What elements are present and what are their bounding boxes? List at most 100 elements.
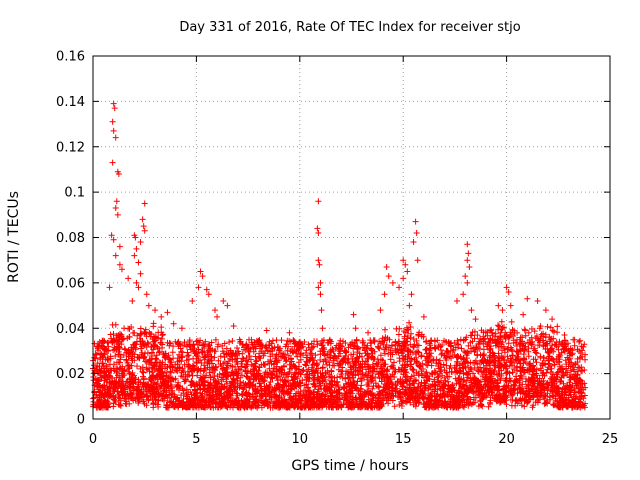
data-point <box>520 311 527 318</box>
data-point <box>460 291 467 298</box>
data-point <box>462 273 469 280</box>
data-point <box>437 343 444 350</box>
data-point <box>315 257 322 264</box>
y-tick-label: 0.14 <box>56 95 85 110</box>
data-point <box>495 302 502 309</box>
data-point <box>224 302 231 309</box>
x-tick-label: 10 <box>292 432 309 447</box>
data-point <box>315 229 322 236</box>
data-points <box>106 100 582 354</box>
data-point <box>230 322 237 329</box>
data-point <box>143 291 150 298</box>
baseline-noise-band <box>90 318 589 411</box>
baseline-noise-crosses <box>90 318 589 411</box>
data-point <box>135 259 142 266</box>
data-point <box>110 236 117 243</box>
y-tick-label: 0.08 <box>56 231 85 246</box>
data-point <box>314 225 321 232</box>
data-point <box>465 250 472 257</box>
data-point <box>203 286 210 293</box>
data-point <box>489 329 496 336</box>
y-axis-label: ROTI / TECUs <box>6 191 22 283</box>
data-point <box>140 223 147 230</box>
data-point <box>129 298 136 305</box>
data-point <box>507 302 514 309</box>
data-point <box>164 309 171 316</box>
data-point <box>113 198 120 205</box>
data-point <box>110 100 117 107</box>
data-point <box>453 298 460 305</box>
data-point <box>108 232 115 239</box>
data-point <box>131 252 138 259</box>
data-point <box>115 170 122 177</box>
y-tick-label: 0 <box>77 413 85 428</box>
y-tick-labels: 0 0.02 0.04 0.06 0.08 0.1 0.12 0.14 0.16 <box>56 50 85 428</box>
data-point <box>133 279 140 286</box>
data-point <box>125 275 132 282</box>
data-point <box>109 118 116 125</box>
data-point <box>575 338 582 345</box>
data-point <box>561 332 568 339</box>
data-point <box>111 105 118 112</box>
tick-marks <box>92 55 611 420</box>
data-point <box>414 257 421 264</box>
data-point <box>466 263 473 270</box>
data-point <box>499 307 506 314</box>
y-tick-label: 0.16 <box>56 50 85 65</box>
x-tick-labels: 0 5 10 15 20 25 <box>89 432 618 447</box>
data-point <box>383 263 390 270</box>
data-point <box>400 257 407 264</box>
x-tick-label: 0 <box>89 432 97 447</box>
x-tick-label: 15 <box>395 432 412 447</box>
data-point <box>402 261 409 268</box>
data-point <box>112 134 119 141</box>
data-point <box>315 284 322 291</box>
data-point <box>205 291 212 298</box>
data-point <box>472 316 479 323</box>
data-point <box>178 325 185 332</box>
data-point <box>263 327 270 334</box>
data-point <box>317 279 324 286</box>
y-tick-label: 0.06 <box>56 276 85 291</box>
data-point <box>137 270 144 277</box>
data-point <box>118 266 125 273</box>
data-point <box>318 307 325 314</box>
data-point <box>381 291 388 298</box>
data-point <box>152 307 159 314</box>
data-point <box>524 295 531 302</box>
data-point <box>139 216 146 223</box>
x-tick-label: 20 <box>498 432 515 447</box>
data-point <box>114 211 121 218</box>
data-point <box>141 227 148 234</box>
data-point <box>449 347 456 354</box>
y-tick-label: 0.02 <box>56 367 85 382</box>
data-point <box>464 241 471 248</box>
data-point <box>112 252 119 259</box>
data-point <box>132 234 139 241</box>
data-point <box>195 284 202 291</box>
y-tick-label: 0.1 <box>64 186 85 201</box>
data-point <box>109 159 116 166</box>
data-point <box>400 275 407 282</box>
data-point <box>170 320 177 327</box>
x-axis-label: GPS time / hours <box>291 458 408 474</box>
data-point <box>116 261 123 268</box>
data-point <box>534 298 541 305</box>
data-point <box>410 239 417 246</box>
data-point <box>133 245 140 252</box>
data-point <box>468 307 475 314</box>
data-point <box>317 291 324 298</box>
y-tick-label: 0.04 <box>56 322 85 337</box>
data-point <box>464 257 471 264</box>
data-point <box>377 307 384 314</box>
data-point <box>385 273 392 280</box>
data-point <box>189 298 196 305</box>
data-point <box>420 313 427 320</box>
data-point <box>158 313 165 320</box>
data-point <box>350 311 357 318</box>
chart-title: Day 331 of 2016, Rate Of TEC Index for r… <box>179 20 520 35</box>
data-point <box>116 243 123 250</box>
data-point <box>112 205 119 212</box>
data-point <box>197 268 204 275</box>
